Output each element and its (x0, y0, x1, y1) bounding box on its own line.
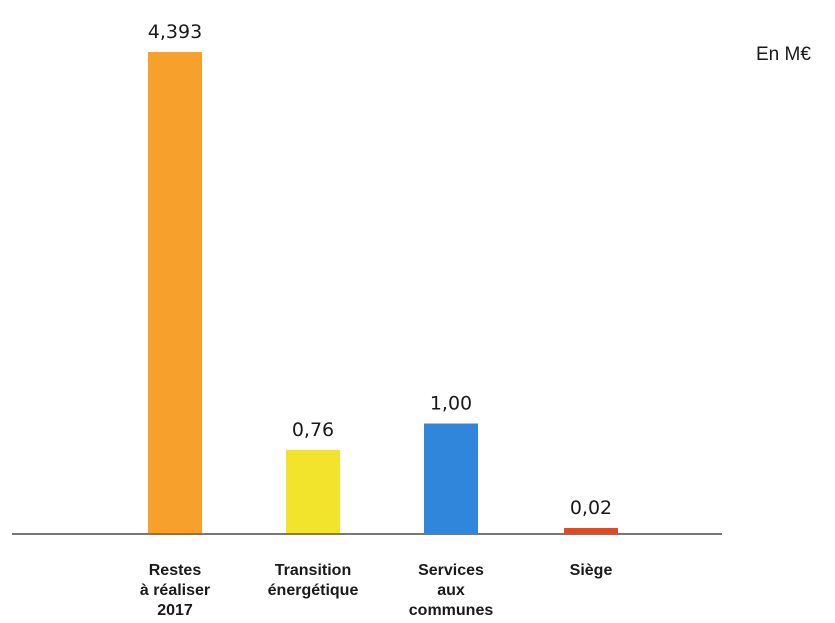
category-label-1: Restes à réaliser 2017 (140, 562, 210, 619)
category-label-2: Transition énergétique (268, 562, 359, 599)
bar-3 (424, 423, 478, 533)
category-label-line: 2017 (157, 602, 193, 619)
category-label-line: Transition (275, 562, 351, 579)
category-label-4: Siège (570, 562, 613, 579)
value-labels-group: 4,393 0,76 1,00 0,02 (148, 21, 612, 519)
category-labels-group: Restes à réaliser 2017 Transition énergétiqu… (140, 562, 613, 619)
category-label-3: Services aux communes (409, 562, 494, 619)
category-label-line: à réaliser (140, 582, 210, 599)
category-label-line: Restes (149, 562, 202, 579)
bars-group (148, 52, 618, 533)
category-label-line: Services (418, 562, 484, 579)
category-label-line: communes (409, 602, 494, 619)
category-label-line: Siège (570, 562, 613, 579)
category-label-line: aux (437, 582, 465, 599)
value-label-2: 0,76 (292, 419, 334, 441)
value-label-3: 1,00 (430, 393, 472, 415)
bar-4 (564, 528, 618, 533)
value-label-1: 4,393 (148, 21, 202, 43)
category-label-line: énergétique (268, 582, 359, 599)
bar-1 (148, 52, 202, 533)
bar-2 (286, 449, 340, 533)
unit-label: En M€ (756, 44, 811, 65)
value-label-4: 0,02 (570, 497, 612, 519)
